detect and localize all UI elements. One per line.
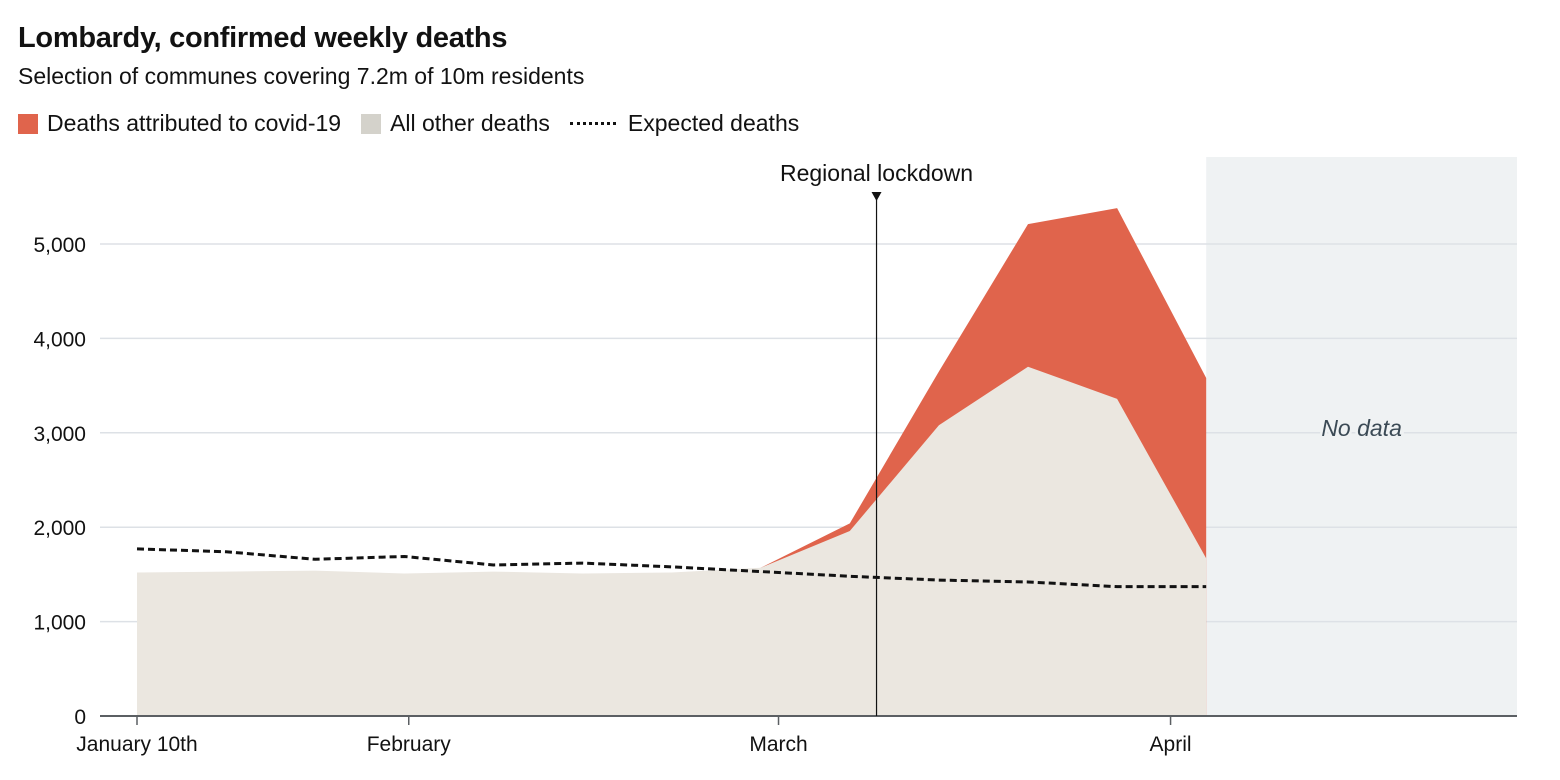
legend-item-covid: Deaths attributed to covid-19	[18, 110, 341, 137]
legend-swatch-covid	[18, 113, 38, 134]
expected-deaths-line	[136, 547, 1207, 589]
y-tick-label: 5,000	[33, 234, 86, 257]
x-tick-label: February	[367, 733, 452, 756]
no-data-region	[1206, 157, 1517, 716]
legend-label-other: All other deaths	[390, 110, 550, 136]
no-data-label: No data	[1321, 415, 1402, 441]
x-tick-label: January 10th	[76, 733, 197, 756]
x-tick-label: March	[749, 733, 807, 756]
x-axis-ticks: January 10th February March April	[76, 716, 1192, 756]
y-axis: 0 1,000 2,000 3,000 4,000 5,000	[33, 234, 86, 729]
legend-label-covid: Deaths attributed to covid-19	[47, 110, 342, 136]
lockdown-label: Regional lockdown	[780, 160, 973, 186]
legend-label-expected: Expected deaths	[627, 110, 800, 136]
x-tick-label: April	[1150, 733, 1192, 756]
y-tick-label: 3,000	[33, 423, 86, 446]
legend-item-other: All other deaths	[361, 110, 550, 137]
y-tick-label: 0	[74, 706, 86, 729]
legend-swatch-other	[361, 113, 382, 134]
y-tick-label: 4,000	[33, 328, 86, 351]
legend: Deaths attributed to covid-19 All other …	[18, 110, 819, 137]
y-tick-label: 2,000	[33, 517, 86, 540]
chart-title: Lombardy, confirmed weekly deaths	[18, 22, 508, 54]
legend-swatch-expected	[569, 122, 616, 125]
other-deaths-area	[137, 366, 1207, 716]
legend-item-expected: Expected deaths	[569, 110, 800, 137]
chart-subtitle: Selection of communes covering 7.2m of 1…	[18, 63, 585, 89]
y-tick-label: 1,000	[33, 612, 86, 635]
lockdown-arrow-icon	[871, 192, 882, 201]
